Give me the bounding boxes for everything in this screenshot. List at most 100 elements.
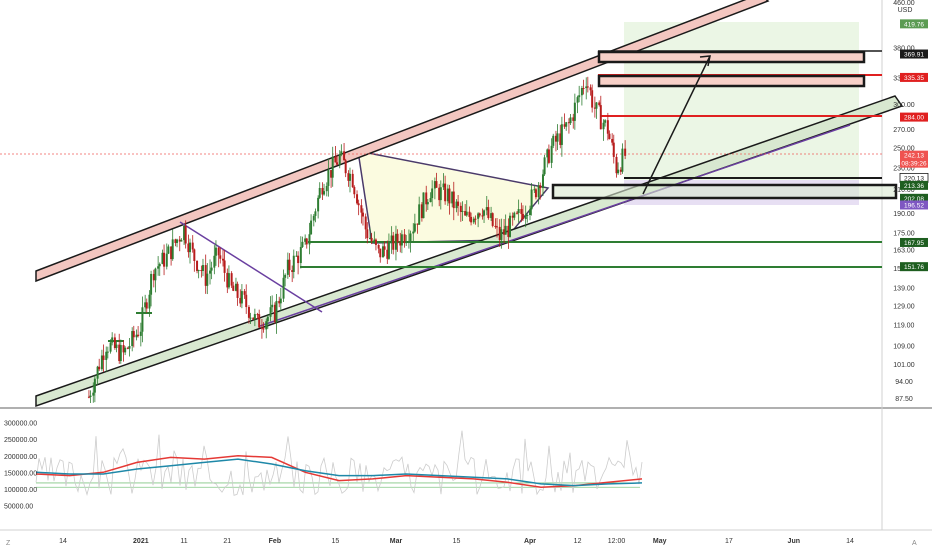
candle-bull [413, 223, 416, 232]
price-tag-label: 335.35 [904, 75, 924, 82]
price-tag-badge [900, 150, 928, 168]
supply-zone-369[interactable] [597, 50, 866, 64]
price-tick-label: 270.00 [893, 127, 915, 134]
candle-bear [174, 239, 177, 243]
candle-bear [503, 229, 506, 235]
candle-bear [386, 249, 389, 259]
price-tick-label: 250.00 [893, 146, 915, 153]
candle-bear [178, 239, 181, 242]
ascending-trendline[interactable] [259, 124, 851, 327]
time-tick-label: Apr [524, 538, 536, 545]
volume-tick-label: 150000.00 [4, 470, 37, 477]
candle-bear [567, 122, 570, 124]
supply-zone-335[interactable] [597, 74, 866, 88]
candle-bull [327, 170, 330, 186]
price-tag-label: 369.91 [904, 52, 924, 59]
candle-bull [580, 88, 583, 96]
candle-bull [585, 86, 588, 89]
candle-bear [273, 304, 276, 323]
corner-label-left: Z [6, 540, 11, 547]
price-tag-label: 220.13 [904, 175, 924, 182]
candle-bear [593, 107, 596, 109]
candle-bear [118, 344, 121, 361]
candle-bull [165, 253, 168, 267]
candle-bull [105, 351, 108, 360]
candle-bull [338, 154, 341, 165]
volume-ma-teal-line [35, 458, 643, 487]
candle-bull [154, 268, 157, 281]
candle-bull [109, 342, 112, 352]
volume-indicator[interactable] [35, 430, 643, 496]
price-tick-label: 87.50 [895, 396, 913, 403]
time-axis[interactable]: 14 2021 11 21 Feb 15 Mar 15 Apr 12 12:00 May 17 Jun 14 [59, 538, 854, 545]
candle-bear [330, 170, 333, 178]
candle-bear [343, 151, 346, 161]
candle-bear [624, 148, 627, 156]
candle-bull [418, 204, 421, 225]
candle-bear [291, 270, 294, 272]
candle-bear [247, 307, 250, 318]
candle-bull [483, 210, 486, 216]
candle-bear [470, 216, 473, 223]
candle-bull [400, 234, 403, 246]
candle-bear [193, 249, 196, 261]
upper-channel[interactable] [35, 0, 770, 283]
time-tick-label: 12:00 [608, 538, 626, 545]
price-tag-label: 419.76 [904, 21, 924, 28]
descending-trendline[interactable] [179, 221, 323, 313]
candle-bull [106, 351, 109, 353]
price-tag-label: 196.52 [904, 202, 924, 209]
candle-bull [253, 314, 256, 320]
candle-bear [252, 317, 255, 320]
candle-bear [357, 203, 360, 206]
candle-bear [591, 90, 594, 108]
projection-arrow-line[interactable] [642, 55, 711, 195]
candle-bull [369, 237, 372, 239]
candle-bear [87, 396, 90, 398]
price-tick-label: 210.00 [893, 187, 915, 194]
candle-bear [399, 242, 402, 246]
candle-bear [217, 247, 220, 256]
price-tick-label: 129.00 [893, 303, 915, 310]
candle-bear [521, 213, 524, 220]
time-tick-label: 17 [725, 538, 733, 545]
candle-bear [606, 120, 609, 134]
candle-bull [517, 209, 520, 214]
candle-bull [249, 317, 252, 319]
candle-bull [439, 187, 442, 201]
candle-bear [305, 238, 308, 245]
candle-bull [433, 181, 436, 189]
price-tick-label: 94.00 [895, 379, 913, 386]
candle-bear [126, 347, 129, 349]
candle-bull [451, 191, 454, 204]
price-tag-badge [900, 49, 928, 59]
candle-bear [196, 260, 199, 272]
candle-bear [498, 226, 501, 240]
candle-bear [239, 297, 242, 304]
demand-zone-213[interactable] [551, 183, 898, 200]
candle-bear [468, 211, 471, 217]
indicator-pane[interactable] [0, 410, 882, 528]
candle-bear [353, 187, 356, 195]
price-tag-badge [900, 262, 928, 272]
candle-bear [122, 345, 125, 353]
candle-bull [301, 241, 304, 247]
candle-bull [189, 242, 192, 253]
candle-bull [96, 366, 99, 379]
time-tick-label: 14 [59, 538, 67, 545]
candle-bear [102, 355, 105, 360]
candle-bull [604, 120, 607, 123]
candle-bear [507, 225, 510, 237]
candle-bear [223, 260, 226, 273]
candle-bull [304, 238, 307, 242]
volume-axis[interactable]: 300000.00 250000.00 200000.00 150000.00 1000… [4, 421, 37, 511]
candle-bull [157, 266, 160, 269]
candle-bull [530, 189, 533, 210]
candle-bear [392, 235, 395, 250]
candle-bear [612, 142, 615, 157]
drawings-layer [0, 0, 904, 408]
candle-bull [446, 188, 449, 202]
candle-bull [565, 122, 568, 127]
candle-bear [297, 255, 300, 264]
